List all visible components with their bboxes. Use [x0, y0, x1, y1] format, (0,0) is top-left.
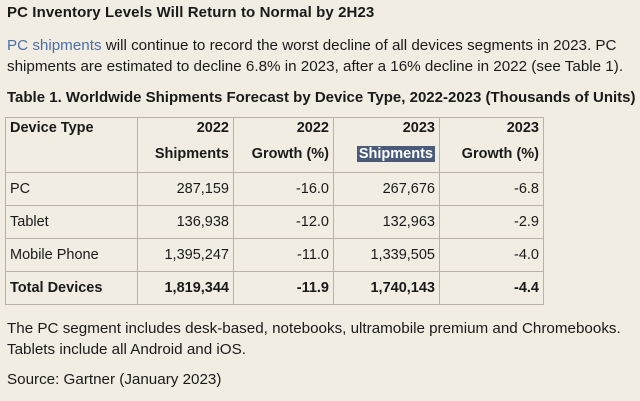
- header-2023-growth: 2023 Growth (%): [439, 117, 544, 173]
- table-header-row: Device Type 2022 Shipments 2022 Growth (%)…: [5, 117, 544, 173]
- shipments-2022-cell: 1,395,247: [137, 238, 234, 272]
- shipments-2022-cell: 287,159: [137, 172, 234, 206]
- growth-2023-cell: -4.0: [439, 238, 544, 272]
- header-2022-shipments: 2022 Shipments: [137, 117, 234, 173]
- growth-2023-cell: -2.9: [439, 205, 544, 239]
- shipments-2023-cell: 132,963: [333, 205, 440, 239]
- table-notes: The PC segment includes desk-based, note…: [7, 320, 621, 358]
- header-device-type: Device Type: [5, 117, 138, 173]
- growth-2022-cell: -16.0: [233, 172, 334, 206]
- intro-paragraph: PC shipments will continue to record the…: [7, 35, 635, 77]
- header-2023-shipments: 2023 Shipments: [333, 117, 440, 173]
- table-row: PC 287,159 -16.0 267,676 -6.8: [5, 172, 544, 206]
- device-cell: Tablet: [5, 205, 138, 239]
- table-row: Tablet 136,938 -12.0 132,963 -2.9: [5, 205, 544, 239]
- total-row: Total Devices 1,819,344 -11.9 1,740,143 …: [5, 271, 544, 305]
- total-growth-2022-cell: -11.9: [233, 271, 334, 305]
- shipments-2022-cell: 136,938: [137, 205, 234, 239]
- page-heading: PC Inventory Levels Will Return to Norma…: [7, 4, 375, 21]
- growth-2022-cell: -11.0: [233, 238, 334, 272]
- intro-text: will continue to record the worst declin…: [7, 37, 624, 75]
- table-row: Mobile Phone 1,395,247 -11.0 1,339,505 -…: [5, 238, 544, 272]
- growth-2023-cell: -6.8: [439, 172, 544, 206]
- source-citation: Source: Gartner (January 2023): [7, 371, 222, 388]
- pc-shipments-link[interactable]: PC shipments: [7, 37, 102, 54]
- header-2022-growth: 2022 Growth (%): [233, 117, 334, 173]
- device-cell: PC: [5, 172, 138, 206]
- total-growth-2023-cell: -4.4: [439, 271, 544, 305]
- shipments-2023-cell: 1,339,505: [333, 238, 440, 272]
- shipments-2023-cell: 267,676: [333, 172, 440, 206]
- device-cell: Mobile Phone: [5, 238, 138, 272]
- selected-text-highlight: Shipments: [356, 146, 435, 162]
- total-shipments-2022-cell: 1,819,344: [137, 271, 234, 305]
- table-title: Table 1. Worldwide Shipments Forecast by…: [7, 89, 636, 106]
- shipments-table: Device Type 2022 Shipments 2022 Growth (%)…: [5, 117, 544, 305]
- total-label-cell: Total Devices: [5, 271, 138, 305]
- total-shipments-2023-cell: 1,740,143: [333, 271, 440, 305]
- growth-2022-cell: -12.0: [233, 205, 334, 239]
